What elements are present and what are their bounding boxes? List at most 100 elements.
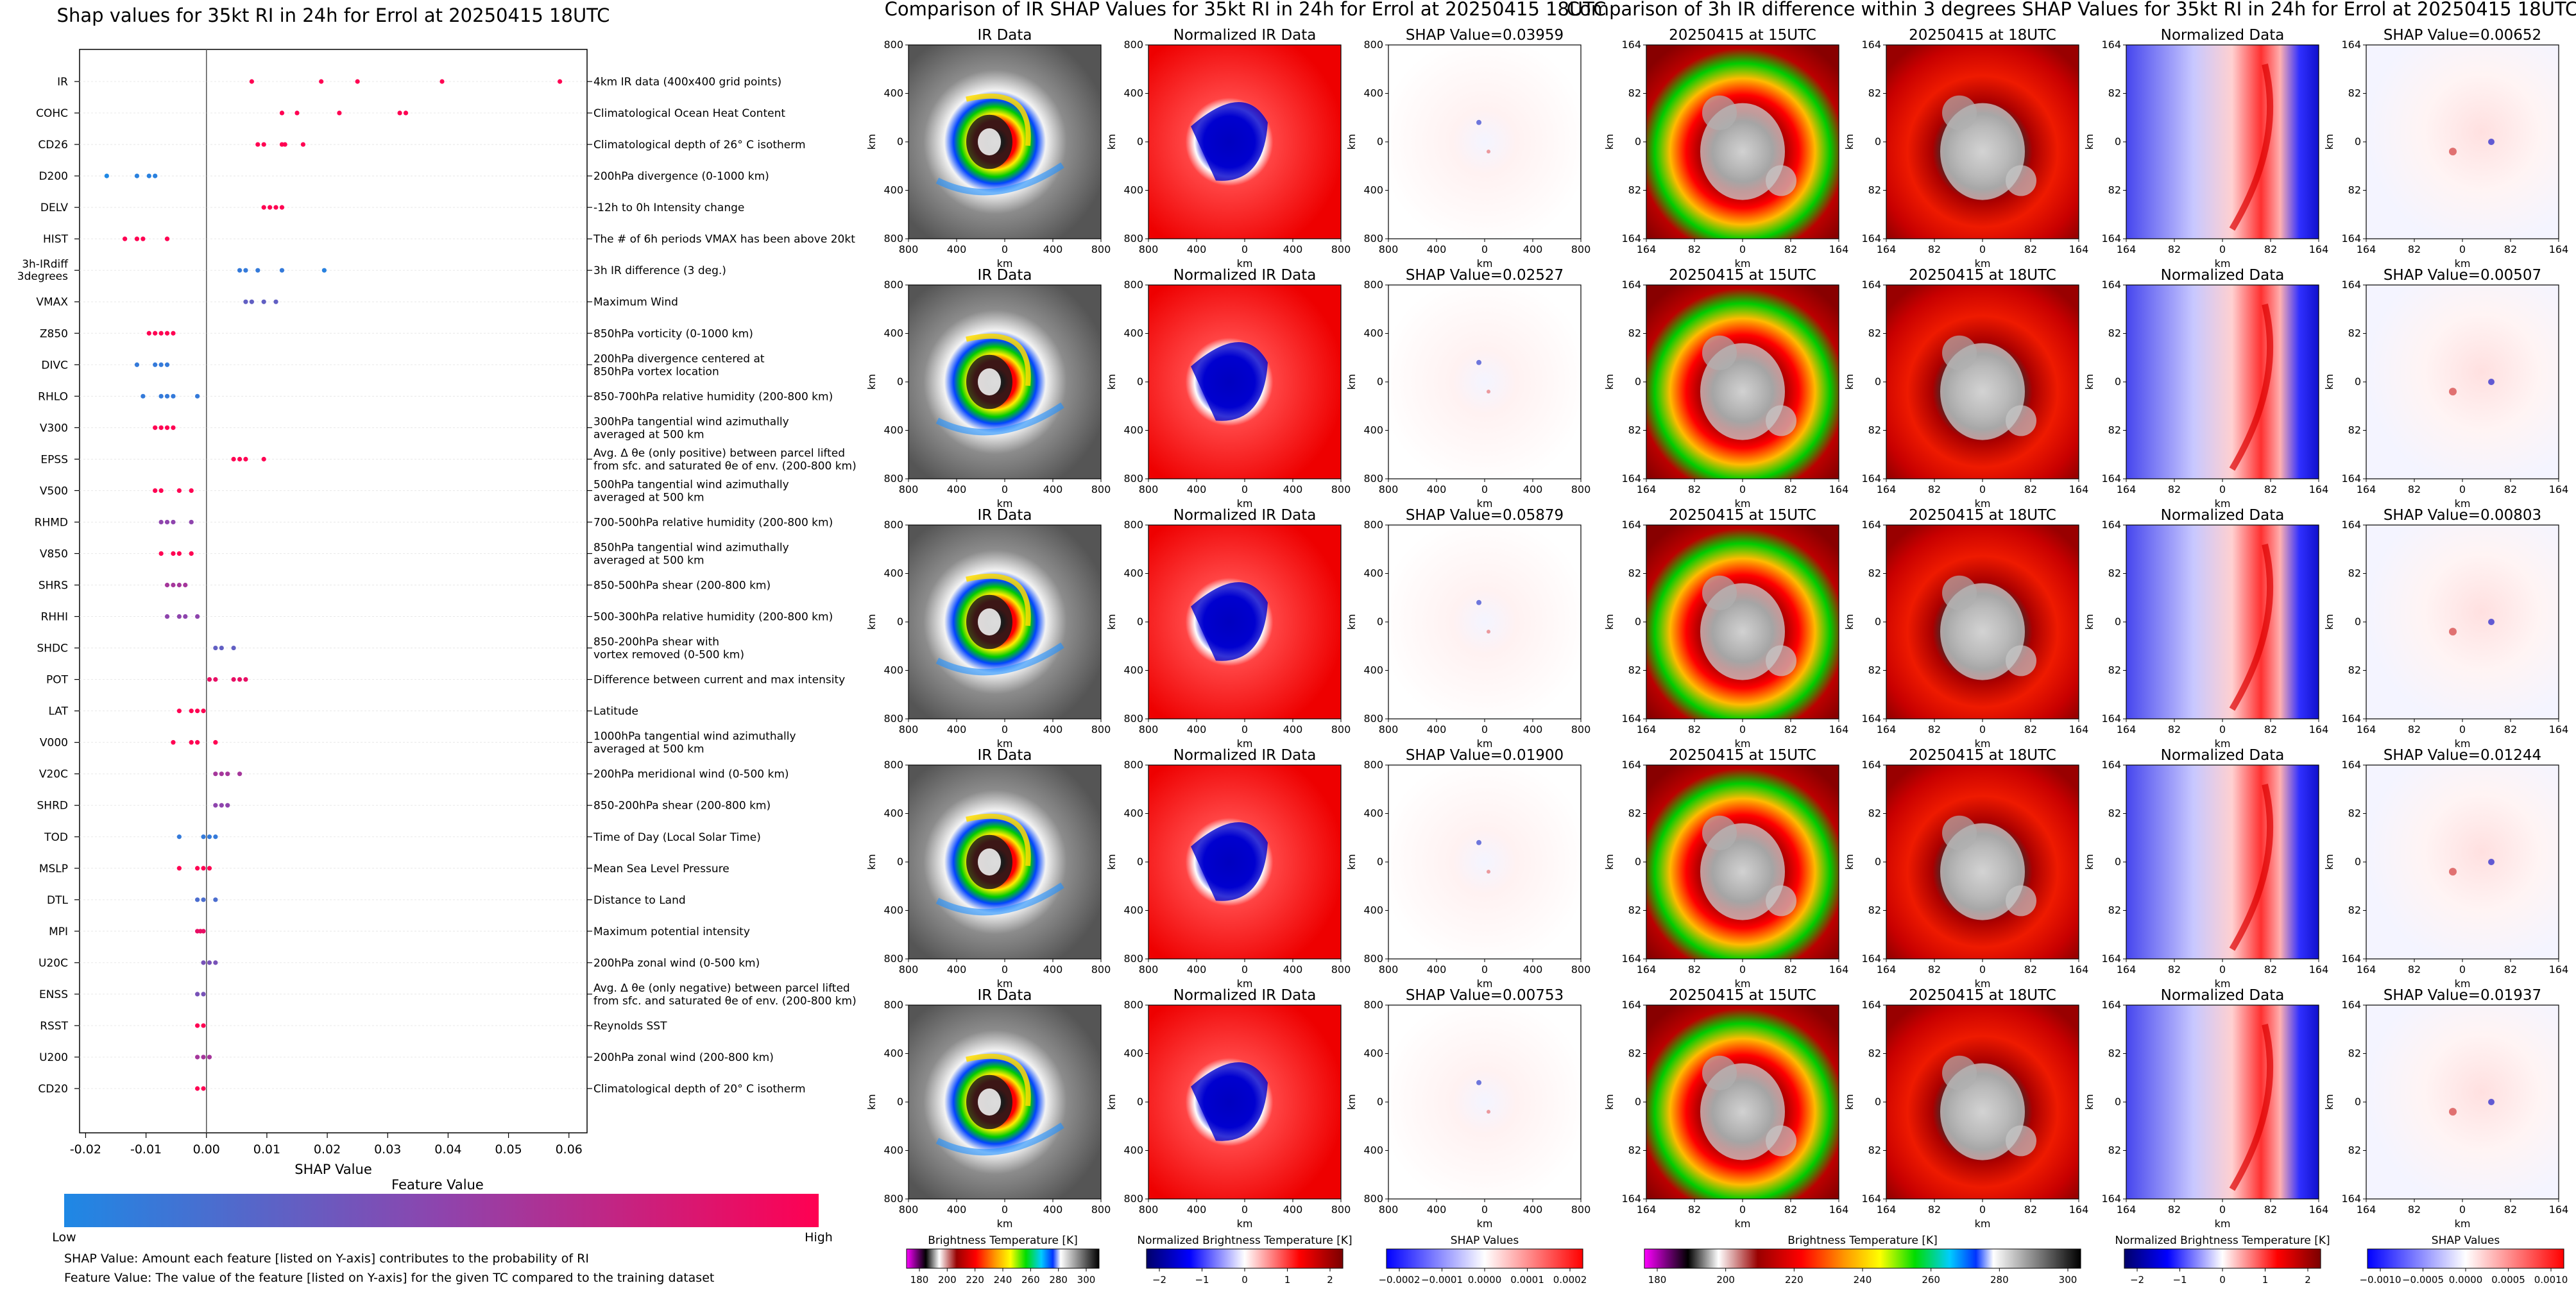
shap-point-rhhi (195, 614, 200, 619)
y-tick-label: 164 (2341, 519, 2361, 531)
shap-point-delv (261, 205, 266, 210)
x-tick-label: 400 (947, 963, 967, 976)
y-tick-label: 82 (2108, 87, 2121, 99)
convective-cell (1766, 405, 1796, 436)
x-tick-label: 0 (1002, 723, 1008, 736)
panel-title: Normalized Data (2161, 987, 2285, 1004)
y-tick-label: 82 (1868, 807, 1881, 820)
y-tick-label: 800 (1363, 472, 1383, 485)
x-axis-label: km (2215, 737, 2231, 750)
y-axis-label: km (2323, 614, 2335, 630)
x-axis-label: km (1237, 257, 1253, 270)
x-tick-label: 800 (1331, 723, 1351, 736)
colorbar-tick-label: −1 (1195, 1274, 1209, 1286)
y-tick-label: 164 (1621, 232, 1641, 245)
feature-name: 3h-IRdiff (22, 258, 69, 271)
x-tick-label: 400 (1187, 723, 1207, 736)
y-axis-label: km (1843, 374, 1855, 390)
image-panel: Normalized IR Data8008004004000040040080… (1105, 987, 1351, 1230)
storm-core (978, 608, 1001, 636)
y-axis-label: km (1603, 1094, 1616, 1110)
rainband (966, 333, 1031, 386)
x-tick-label: 164 (2069, 243, 2089, 255)
shap-hotspot (1487, 390, 1490, 394)
y-tick-label: 82 (2348, 424, 2361, 436)
feature-name: U20C (38, 957, 68, 970)
feature-description: Climatological Ocean Heat Content (593, 107, 785, 120)
image-panel: SHAP Value=0.058798008004004000040040080… (1345, 507, 1591, 750)
panel-title: Normalized IR Data (1173, 507, 1317, 524)
feature-name: EPSS (40, 453, 68, 466)
shap-point-3h-irdiff-3degrees (255, 268, 260, 273)
y-tick-label: 0 (1875, 616, 1881, 628)
x-tick-label: 82 (2264, 963, 2277, 976)
shap-point-d200 (146, 173, 151, 178)
x-tick-label: 0 (1481, 243, 1488, 255)
x-tick-label: 400 (1523, 243, 1543, 255)
feature-description: averaged at 500 km (593, 554, 704, 567)
x-tick-label: 800 (1091, 963, 1111, 976)
shap-point-v000 (171, 740, 176, 745)
y-tick-label: 0 (1875, 1096, 1881, 1108)
y-tick-label: 82 (2348, 327, 2361, 340)
feature-description: 300hPa tangential wind azimuthally (593, 415, 789, 428)
feature-description: Reynolds SST (593, 1020, 667, 1033)
image-panel: Normalized IR Data8008004004000040040080… (1105, 507, 1351, 750)
y-tick-label: 800 (1123, 232, 1143, 245)
x-axis-label: km (2455, 497, 2471, 510)
x-tick-label: 82 (2168, 723, 2181, 736)
y-axis-label: km (2083, 374, 2095, 390)
y-tick-label: 82 (1628, 87, 1641, 99)
convective-cell (1702, 815, 1737, 850)
panel-title: IR Data (978, 747, 1032, 764)
y-tick-label: 800 (883, 39, 903, 51)
y-axis-label: km (1843, 134, 1855, 150)
y-tick-label: 800 (883, 279, 903, 291)
image-panel: Normalized IR Data8008004004000040040080… (1105, 747, 1351, 990)
y-tick-label: 800 (1123, 999, 1143, 1011)
convective-cell (1942, 335, 1977, 370)
shap-point-z850 (146, 331, 151, 336)
shap-point-enss (201, 992, 206, 997)
shap-point-rhmd (171, 519, 176, 525)
y-tick-label: 82 (2348, 1144, 2361, 1157)
shap-point-rhlo (171, 393, 176, 399)
y-tick-label: 0 (2115, 375, 2121, 388)
y-tick-label: 800 (1363, 279, 1383, 291)
y-tick-label: 800 (1123, 759, 1143, 771)
y-tick-label: 164 (1861, 1193, 1881, 1205)
x-tick-label: 82 (2168, 483, 2181, 495)
panel-title: Normalized IR Data (1173, 27, 1317, 44)
y-tick-label: 82 (1868, 327, 1881, 340)
image-panel: Normalized Data1641648282008282164164kmk… (2083, 507, 2328, 750)
panel-image (2366, 765, 2559, 959)
y-tick-label: 82 (1868, 904, 1881, 917)
x-tick-label: 164 (2117, 963, 2137, 976)
shap-point-v500 (189, 488, 194, 494)
image-panel: 20250415 at 15UTC1641648282008282164164k… (1603, 507, 1848, 750)
x-tick-label: 164 (2117, 723, 2137, 736)
panel-image (2126, 285, 2319, 479)
image-panel: SHAP Value=0.008031641648282008282164164… (2323, 507, 2568, 750)
y-tick-label: 82 (2348, 664, 2361, 676)
colorbar-title: Brightness Temperature [K] (1787, 1234, 1937, 1247)
shap-point-ir (558, 79, 563, 84)
x-axis-label: km (1975, 257, 1991, 270)
convective-cell (1766, 165, 1796, 196)
shap-hotspot (2449, 1108, 2457, 1116)
panel-title: 20250415 at 15UTC (1669, 987, 1816, 1004)
shap-point-3h-irdiff-3degrees (243, 268, 248, 273)
shap-point-v500 (158, 488, 164, 494)
y-tick-label: 164 (2101, 232, 2121, 245)
y-axis-label: km (1345, 614, 1358, 630)
shap-point-lat (176, 709, 182, 714)
shap-point-pot (207, 676, 212, 682)
x-tick-label: 0 (2219, 243, 2226, 255)
shap-hotspot (1487, 870, 1490, 874)
y-tick-label: 800 (1123, 519, 1143, 531)
panel-image (2366, 1005, 2559, 1199)
y-tick-label: 0 (2355, 1096, 2361, 1108)
colorbar-tick-label: −0.0001 (1421, 1274, 1463, 1286)
